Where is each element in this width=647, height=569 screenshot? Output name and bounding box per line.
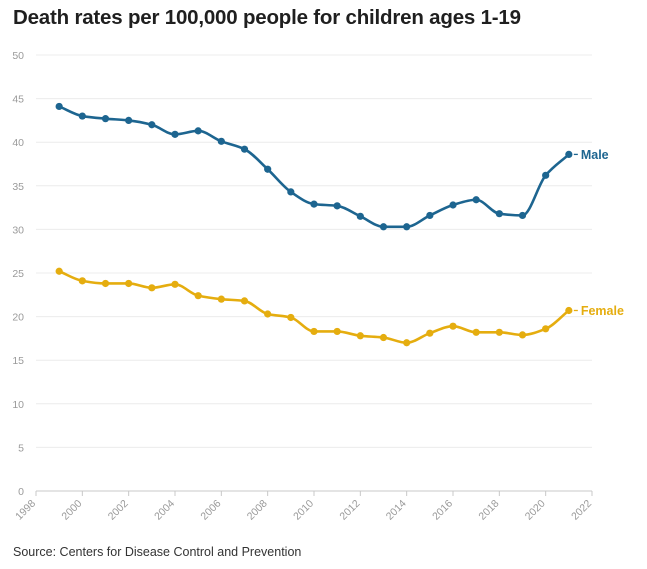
male-data-point <box>565 150 573 159</box>
male-data-point <box>287 188 295 196</box>
male-data-point <box>171 130 179 138</box>
male-data-point <box>426 211 434 220</box>
y-tick-label: 50 <box>12 50 24 62</box>
female-data-point <box>240 297 249 305</box>
series-group: Male Female <box>55 102 624 347</box>
female-data-point <box>310 327 318 336</box>
male-series-line <box>57 105 571 229</box>
female-data-point <box>379 333 388 342</box>
x-tick-label: 2004 <box>152 498 177 523</box>
y-tick-label: 45 <box>12 94 24 106</box>
y-tick-label: 20 <box>12 312 24 324</box>
male-data-point <box>356 212 364 220</box>
female-data-point <box>403 339 411 347</box>
female-data-point <box>125 279 133 288</box>
female-data-point <box>55 267 63 275</box>
x-tick-label: 2020 <box>523 498 548 523</box>
female-series-label: Female <box>581 304 624 318</box>
male-data-point <box>518 211 527 220</box>
male-data-point <box>240 145 249 153</box>
female-data-point <box>542 325 550 333</box>
y-tick-label: 5 <box>18 442 24 454</box>
x-tick-label: 2022 <box>569 498 594 523</box>
male-data-point <box>125 116 133 124</box>
male-data-point <box>78 112 86 120</box>
y-tick-label: 10 <box>12 399 24 411</box>
female-data-point <box>264 310 272 318</box>
male-data-point <box>148 121 156 129</box>
y-axis-ticks: 0 5 10 15 20 25 30 35 40 45 50 <box>12 50 24 498</box>
y-tick-label: 15 <box>12 355 24 367</box>
female-data-point <box>148 284 156 292</box>
female-data-point <box>171 280 179 288</box>
male-data-point <box>310 200 318 208</box>
x-tick-label: 2002 <box>106 498 131 523</box>
male-data-point <box>379 223 388 231</box>
male-data-point <box>542 171 550 179</box>
female-data-point <box>194 292 202 300</box>
x-tick-label: 2000 <box>59 498 84 523</box>
female-data-point <box>565 306 573 315</box>
male-data-point <box>55 102 63 111</box>
female-data-point <box>472 328 480 336</box>
x-tick-label: 2006 <box>198 498 223 523</box>
female-data-point <box>333 327 341 336</box>
x-tick-label: 1998 <box>13 498 38 523</box>
chart-title: Death rates per 100,000 people for child… <box>13 6 521 29</box>
male-data-point <box>495 210 503 218</box>
female-data-point <box>78 277 86 285</box>
male-data-point <box>217 137 225 145</box>
female-data-point <box>217 295 225 303</box>
female-data-point <box>287 313 295 322</box>
y-tick-label: 25 <box>12 268 24 280</box>
female-data-point <box>518 331 527 339</box>
female-data-point <box>101 279 110 288</box>
source-note: Source: Centers for Disease Control and … <box>13 545 302 559</box>
male-data-point <box>194 127 202 135</box>
female-data-point <box>356 332 364 340</box>
male-data-point <box>101 115 110 123</box>
x-tick-label: 2016 <box>430 498 455 523</box>
male-series-label: Male <box>581 148 609 162</box>
male-data-point <box>264 165 272 173</box>
x-tick-label: 2014 <box>384 498 409 523</box>
male-data-point <box>403 223 411 231</box>
x-tick-label: 2008 <box>245 498 270 523</box>
x-tick-label: 2018 <box>476 498 501 523</box>
x-tick-label: 2012 <box>337 498 362 523</box>
male-data-point <box>472 196 480 204</box>
y-tick-label: 0 <box>18 486 24 498</box>
female-data-point <box>426 329 434 337</box>
female-data-point <box>495 328 503 336</box>
x-axis-ticks: 1998 2000 2002 2004 2006 2008 2010 2012 2014 2016… <box>13 491 594 523</box>
y-tick-label: 35 <box>12 181 24 193</box>
male-data-point <box>333 202 341 210</box>
x-tick-label: 2010 <box>291 498 316 523</box>
y-tick-label: 30 <box>12 224 24 236</box>
y-tick-label: 40 <box>12 137 24 149</box>
female-data-point <box>449 322 457 330</box>
male-data-point <box>449 201 457 209</box>
